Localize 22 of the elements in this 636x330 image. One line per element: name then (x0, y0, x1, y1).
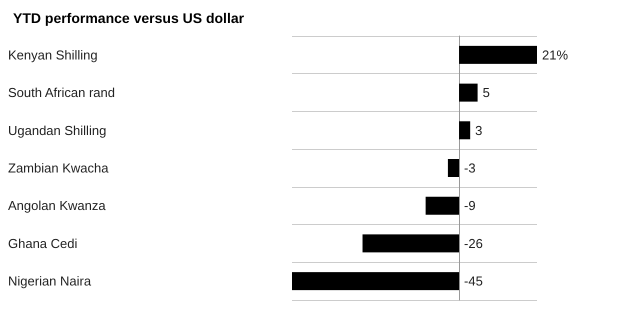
data-label: -26 (464, 236, 483, 251)
y-tick-label: Kenyan Shilling (8, 47, 98, 62)
y-tick-label: Zambian Kwacha (8, 160, 110, 176)
data-label: -45 (464, 274, 483, 289)
bar (459, 46, 537, 64)
bar (448, 159, 460, 177)
y-tick-label: Angolan Kwanza (8, 198, 106, 214)
data-label: 3 (475, 122, 482, 138)
bar (362, 234, 460, 252)
y-tick-label: Ugandan Shilling (8, 122, 106, 138)
text: YTD performance versus US dollar (13, 10, 245, 26)
y-tick-label: Ghana Cedi (8, 236, 78, 251)
y-tick-label: South African rand (8, 85, 115, 100)
y-tick-label: Nigerian Naira (8, 274, 92, 289)
data-label: 5 (482, 85, 490, 100)
bar (459, 121, 470, 140)
data-label: -3 (464, 160, 476, 176)
data-label: 21% (542, 47, 568, 62)
bar (426, 196, 460, 215)
data-label: -9 (464, 198, 476, 214)
bar (292, 272, 460, 290)
bar (459, 84, 478, 102)
